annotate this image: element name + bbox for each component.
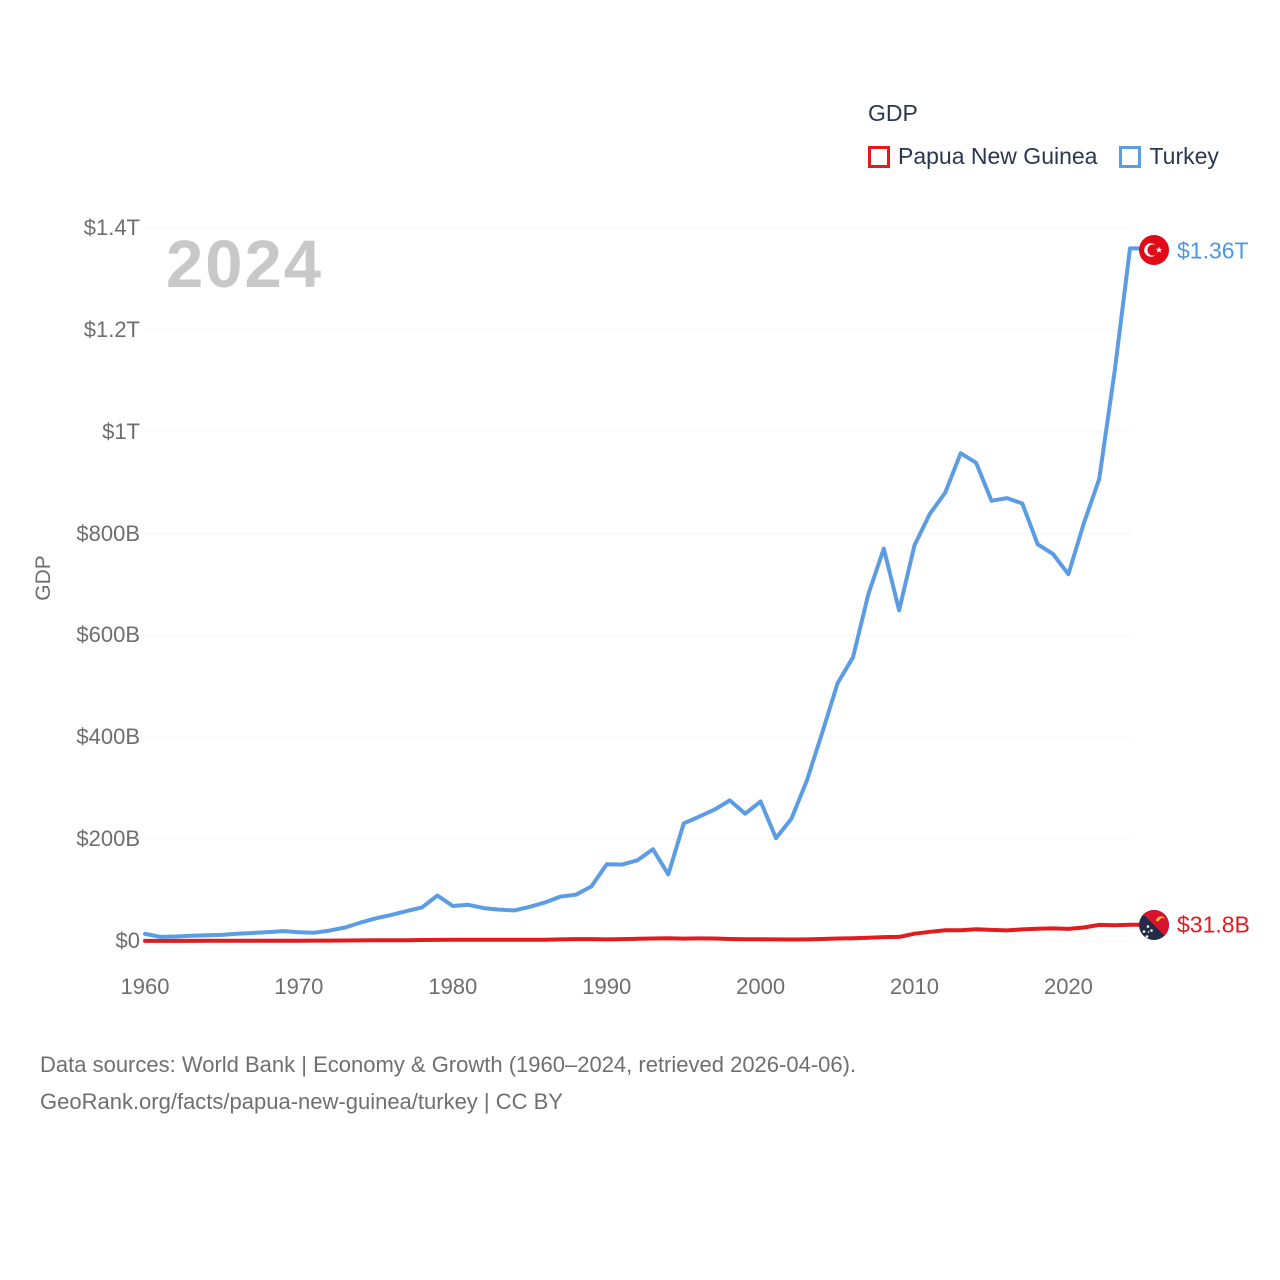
y-axis-title: GDP <box>32 555 55 601</box>
y-tick-label: $400B <box>76 724 140 750</box>
papua-new-guinea-end-value-label: $31.8B <box>1177 911 1250 938</box>
x-tick-label: 1980 <box>428 974 478 999</box>
legend: GDP Papua New Guinea Turkey <box>868 100 1219 170</box>
source-url-line: GeoRank.org/facts/papua-new-guinea/turke… <box>40 1089 563 1114</box>
x-tick-label: 2000 <box>736 974 786 999</box>
legend-label-papua-new-guinea[interactable]: Papua New Guinea <box>898 143 1098 169</box>
legend-swatch-papua-new-guinea[interactable] <box>868 145 890 168</box>
legend-label-turkey[interactable]: Turkey <box>1149 143 1219 169</box>
y-tick-label: $200B <box>76 826 140 852</box>
papua-new-guinea-flag-icon <box>1139 910 1169 940</box>
line-chart-canvas <box>143 227 1169 943</box>
y-tick-label: $1.2T <box>83 316 140 342</box>
gridlines <box>145 227 1130 942</box>
data-sources-line: Data sources: World Bank | Economy & Gro… <box>40 1052 857 1077</box>
legend-swatch-turkey[interactable] <box>1119 145 1142 168</box>
y-tick-label: $600B <box>76 622 140 648</box>
y-tick-label: $800B <box>76 520 140 546</box>
series-line-papua-new-guinea <box>143 922 1144 943</box>
footer-attribution: Data sources: World Bank | Economy & Gro… <box>40 1046 856 1120</box>
y-tick-label: $1.4T <box>83 215 140 240</box>
x-tick-label: 1960 <box>120 974 170 999</box>
turkey-end-value-label: $1.36T <box>1177 237 1249 264</box>
x-tick-label: 2010 <box>890 974 939 999</box>
x-tick-label: 1970 <box>274 974 324 999</box>
y-tick-label: $0 <box>115 928 140 953</box>
series-line-turkey <box>143 246 1144 939</box>
x-tick-label: 1990 <box>582 974 632 999</box>
turkey-flag-icon <box>1139 235 1169 265</box>
y-tick-label: $1T <box>102 418 140 444</box>
series-lines <box>143 246 1144 943</box>
watermark-year: 2024 <box>166 227 324 302</box>
x-tick-label: 2020 <box>1043 974 1093 999</box>
legend-title: GDP <box>868 100 918 126</box>
